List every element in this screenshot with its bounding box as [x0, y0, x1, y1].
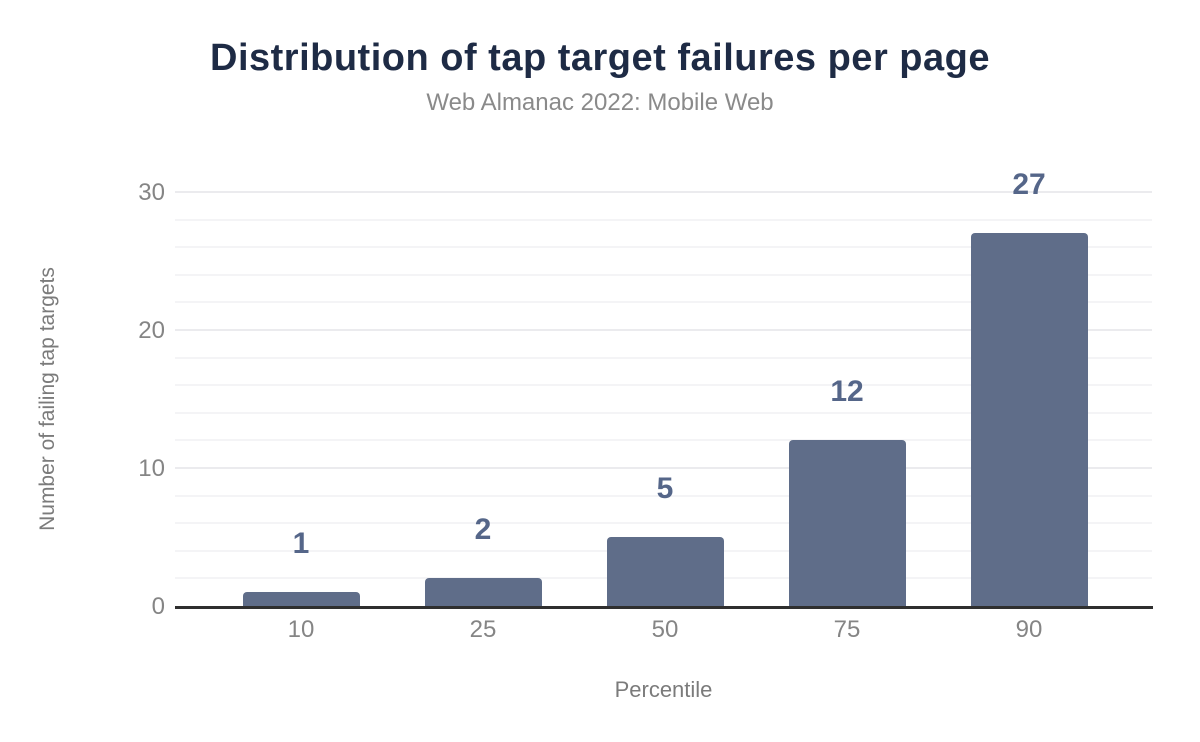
x-axis-line — [175, 606, 1153, 609]
x-tick-label: 25 — [469, 616, 497, 643]
bar-percentile-25 — [424, 578, 542, 606]
y-tick-label: 0 — [151, 593, 165, 620]
x-tick-label: 10 — [287, 616, 315, 643]
gridline-minor — [175, 384, 1152, 387]
bar-percentile-50 — [606, 537, 724, 606]
x-axis-title: Percentile — [614, 677, 713, 702]
chart-title: Distribution of tap target failures per … — [210, 37, 990, 79]
gridline-minor — [175, 301, 1152, 304]
y-tick-label: 20 — [138, 317, 165, 344]
x-tick-label: 75 — [833, 616, 861, 643]
bar-value-label: 1 — [292, 527, 310, 561]
gridline-minor — [175, 246, 1152, 249]
gridline-major — [175, 191, 1152, 193]
gridline-major — [175, 467, 1152, 469]
y-tick-label: 30 — [138, 179, 165, 206]
x-tick-label: 90 — [1015, 616, 1043, 643]
y-axis-title: Number of failing tap targets — [36, 267, 59, 531]
bar-percentile-90 — [970, 233, 1088, 606]
x-tick-label: 50 — [651, 616, 679, 643]
chart-subtitle: Web Almanac 2022: Mobile Web — [426, 89, 774, 116]
bar-percentile-75 — [788, 440, 906, 606]
gridline-minor — [175, 273, 1152, 276]
gridline-major — [175, 329, 1152, 331]
y-tick-label: 10 — [138, 455, 165, 482]
gridline-minor — [175, 356, 1152, 359]
bar-value-label: 27 — [1012, 168, 1046, 202]
bar-percentile-10 — [242, 592, 360, 606]
gridline-minor — [175, 218, 1152, 221]
bar-value-label: 5 — [656, 472, 674, 505]
gridline-minor — [175, 411, 1152, 414]
gridline-minor — [175, 522, 1152, 525]
gridline-minor — [175, 494, 1152, 497]
bar-value-label: 2 — [474, 513, 492, 547]
gridline-minor — [175, 439, 1152, 442]
bar-value-label: 12 — [830, 375, 864, 409]
